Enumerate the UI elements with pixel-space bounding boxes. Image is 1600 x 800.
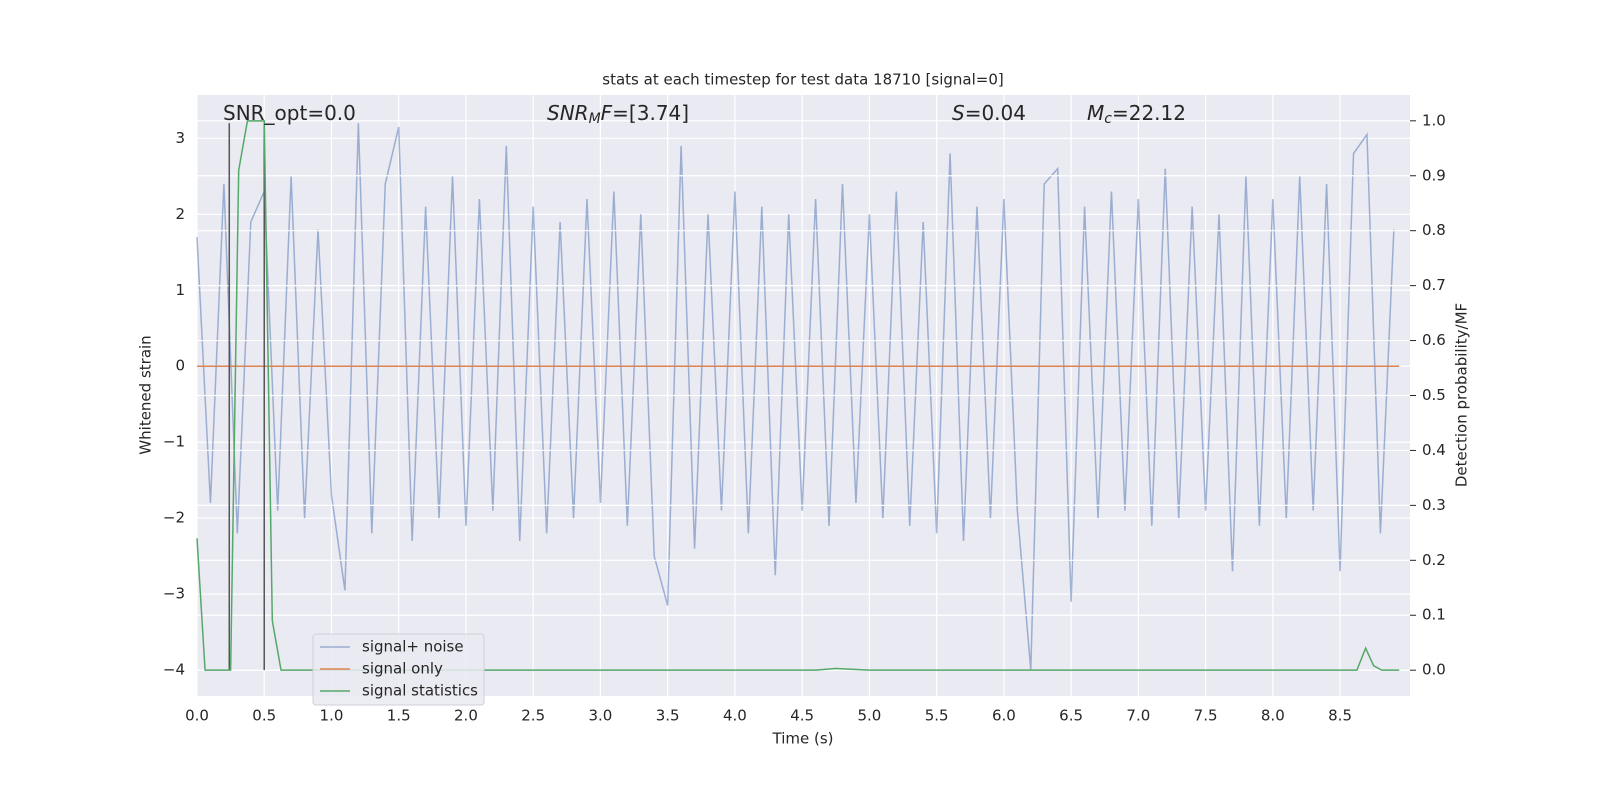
x-tick-label: 3.0 — [589, 707, 613, 725]
annotation-part: c — [1104, 111, 1112, 127]
x-tick-label: 5.5 — [925, 707, 949, 725]
x-tick-label: 7.5 — [1194, 707, 1218, 725]
annotation: SNRMF=[3.74] — [547, 101, 689, 128]
y2-tick-label: 0.5 — [1422, 386, 1446, 404]
y2-tick-label: 0.9 — [1422, 166, 1446, 184]
series-line — [196, 120, 1400, 671]
annotation-part: M — [1087, 101, 1104, 125]
y2-tick-label: 0.3 — [1422, 496, 1446, 514]
x-axis-label: Time (s) — [772, 730, 834, 748]
x-tick-label: 6.0 — [992, 707, 1016, 725]
y-axis-label: Whitened strain — [137, 335, 155, 454]
annotation-part: SNR — [547, 101, 589, 125]
x-tick-label: 1.5 — [387, 707, 411, 725]
legend-label: signal+ noise — [362, 638, 464, 656]
y2-tick-label: 0.8 — [1422, 221, 1446, 239]
x-tick-label: 0.0 — [185, 707, 209, 725]
annotation: SNR_opt=0.0 — [223, 101, 356, 125]
y-tick-label: 0 — [175, 357, 185, 375]
x-tick-label: 8.0 — [1261, 707, 1285, 725]
y-tick-label: −1 — [163, 433, 185, 451]
y-tick-label: 1 — [175, 281, 185, 299]
y2-tick-label: 1.0 — [1422, 111, 1446, 129]
x-tick-label: 6.5 — [1059, 707, 1083, 725]
legend-box — [312, 633, 485, 706]
grid-y2 — [197, 120, 1410, 671]
y2-axis-label: Detection probability/MF — [1453, 303, 1471, 487]
y2-tick-label: 0.0 — [1422, 661, 1446, 679]
y-tick-label: −4 — [163, 661, 185, 679]
y2-tick-label: 0.2 — [1422, 551, 1446, 569]
x-tick-label: 3.5 — [656, 707, 680, 725]
y2-tick-label: 0.7 — [1422, 276, 1446, 294]
y-tick-label: 3 — [175, 129, 185, 147]
annotation-part: SNR_opt=0.0 — [223, 101, 356, 125]
annotation-part: F — [601, 101, 613, 125]
annotation-part: =[3.74] — [612, 101, 689, 125]
legend: signal+ noise signal only signal statistic… — [312, 633, 485, 706]
x-tick-label: 7.0 — [1126, 707, 1150, 725]
x-tick-label: 8.5 — [1328, 707, 1352, 725]
annotation: S=0.04 — [952, 101, 1026, 125]
y2-tick-label: 0.1 — [1422, 606, 1446, 624]
annotation-part: S — [952, 101, 965, 125]
x-tick-label: 2.5 — [521, 707, 545, 725]
x-tick-label: 0.5 — [252, 707, 276, 725]
y-tick-label: 2 — [175, 205, 185, 223]
legend-label: signal statistics — [362, 682, 478, 700]
y2-tick-label: 0.6 — [1422, 331, 1446, 349]
legend-label: signal only — [362, 660, 443, 678]
chart-title: stats at each timestep for test data 187… — [602, 71, 1003, 89]
x-tick-label: 4.5 — [790, 707, 814, 725]
y2-tick-label: 0.4 — [1422, 441, 1446, 459]
x-tick-label: 2.0 — [454, 707, 478, 725]
annotation: Mc=22.12 — [1087, 101, 1186, 128]
series-line — [196, 123, 1395, 671]
annotation-part: =0.04 — [965, 101, 1026, 125]
x-tick-label: 4.0 — [723, 707, 747, 725]
y-tick-label: −2 — [163, 509, 185, 527]
x-tick-label: 5.0 — [857, 707, 881, 725]
y-tick-label: −3 — [163, 585, 185, 603]
annotation-part: =22.12 — [1112, 101, 1186, 125]
annotation-part: M — [589, 111, 601, 127]
x-tick-label: 1.0 — [320, 707, 344, 725]
